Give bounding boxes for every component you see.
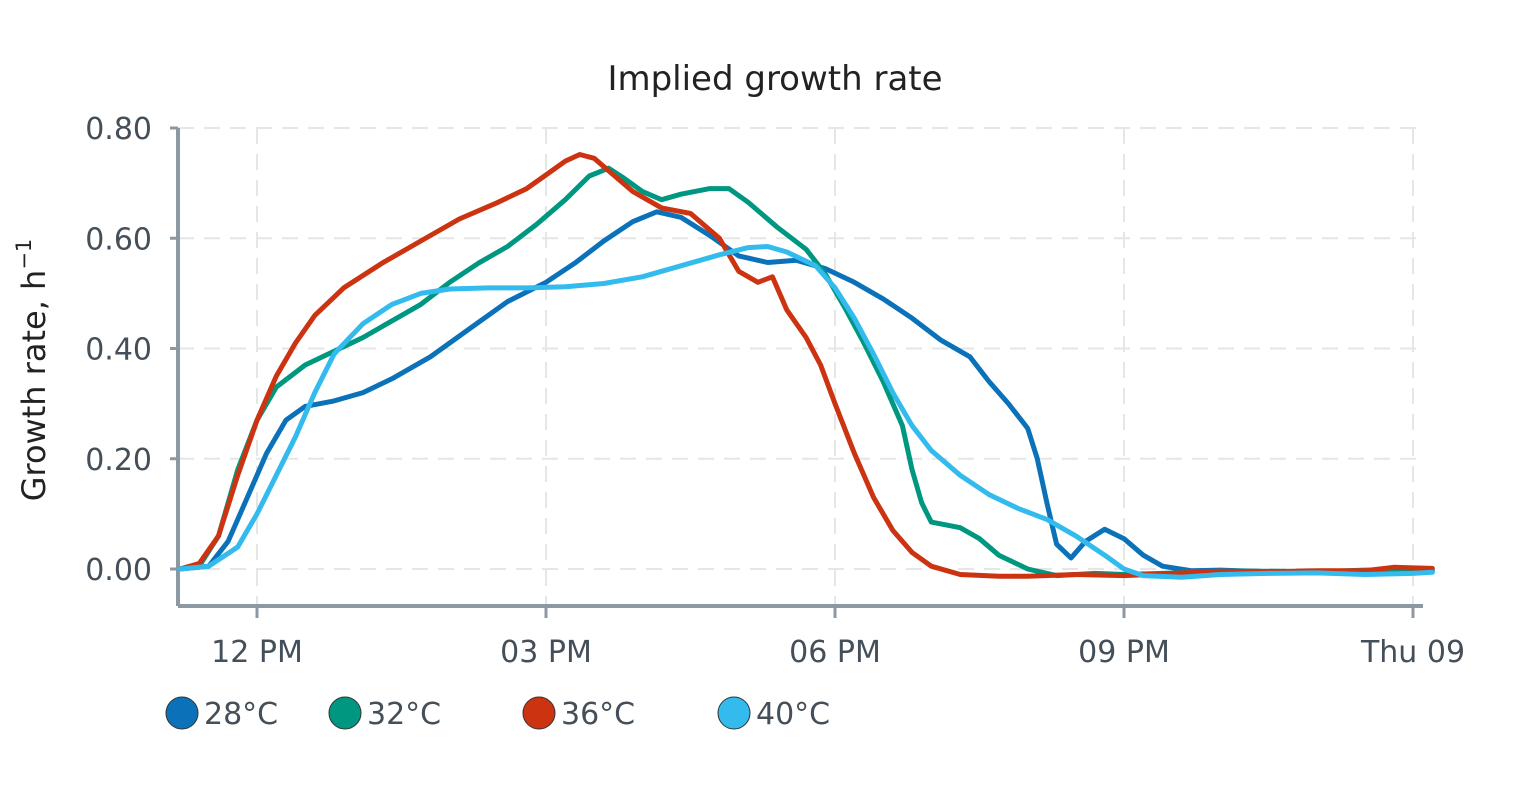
- legend[interactable]: 28°C 32°C 36°C 40°C: [165, 696, 830, 732]
- y-axis-title-text: Growth rate, h: [15, 270, 53, 502]
- y-tick-label: 0.60: [85, 222, 152, 257]
- legend-item[interactable]: 32°C: [328, 696, 441, 732]
- legend-label: 36°C: [561, 697, 635, 732]
- x-tick-label: 06 PM: [789, 635, 881, 670]
- series-lines: [177, 152, 1435, 580]
- series-line-32Cc: [177, 165, 1435, 579]
- y-tick-label: 0.40: [85, 333, 152, 368]
- y-axis-title-exponent: −1: [12, 239, 36, 270]
- legend-marker: [522, 696, 556, 730]
- legend-marker: [165, 696, 199, 730]
- y-axis-title: Growth rate, h−1: [12, 239, 53, 502]
- legend-item[interactable]: 40°C: [717, 696, 830, 732]
- x-tick-label: Thu 09: [1360, 635, 1465, 670]
- x-tick-label: 09 PM: [1078, 635, 1170, 670]
- legend-marker: [328, 696, 362, 730]
- y-tick-label: 0.00: [85, 553, 152, 588]
- axes: 0.00 0.20 0.40 0.60 0.80 12 PM 03 PM 06 PM 09 PM…: [85, 112, 1465, 670]
- series-line-40Cc: [177, 244, 1435, 580]
- y-tick-label: 0.80: [85, 112, 152, 147]
- series-line-36Cc: [177, 152, 1435, 579]
- legend-label: 32°C: [367, 697, 441, 732]
- y-tick-label: 0.20: [85, 443, 152, 478]
- series-line-28Cc: [177, 209, 1435, 575]
- chart-title: Implied growth rate: [607, 59, 942, 99]
- gridlines: [178, 127, 1423, 606]
- x-tick-label: 12 PM: [211, 635, 303, 670]
- legend-item[interactable]: 36°C: [522, 696, 635, 732]
- legend-label: 28°C: [204, 697, 278, 732]
- x-tick-label: 03 PM: [500, 635, 592, 670]
- svg-text:Growth rate, h−1: Growth rate, h−1: [12, 239, 53, 502]
- legend-marker: [717, 696, 751, 730]
- legend-label: 40°C: [756, 697, 830, 732]
- legend-item[interactable]: 28°C: [165, 696, 278, 732]
